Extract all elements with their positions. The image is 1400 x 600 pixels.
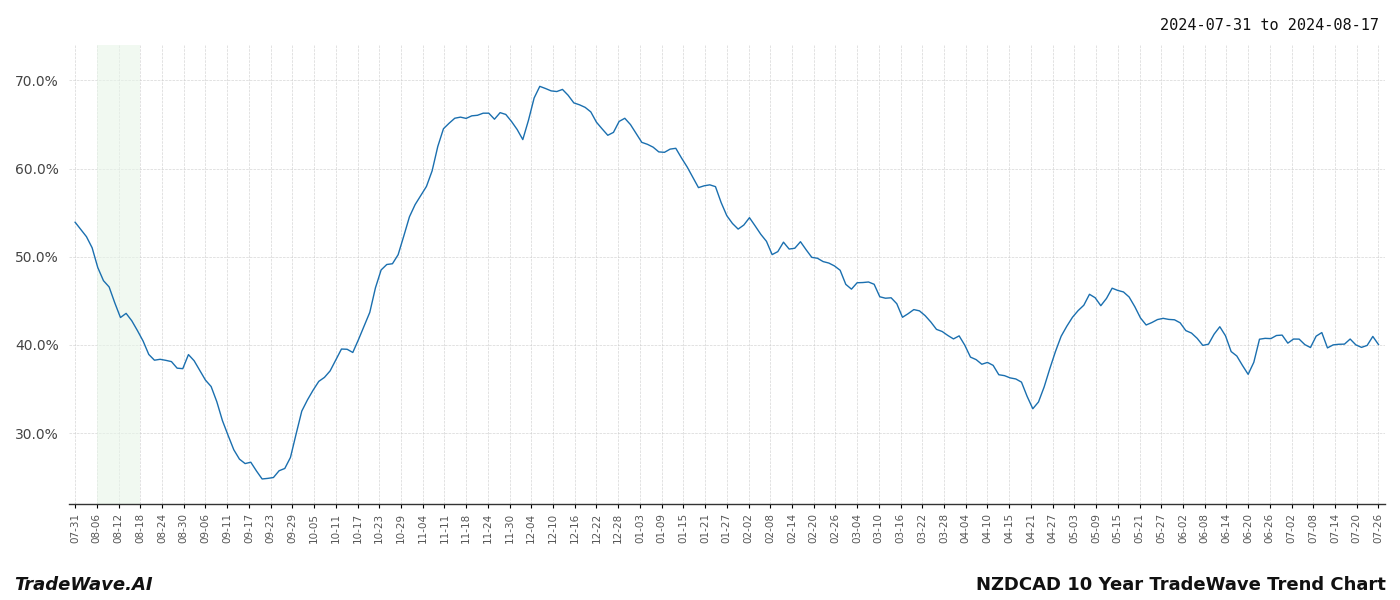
Text: TradeWave.AI: TradeWave.AI <box>14 576 153 594</box>
Text: NZDCAD 10 Year TradeWave Trend Chart: NZDCAD 10 Year TradeWave Trend Chart <box>976 576 1386 594</box>
Text: 2024-07-31 to 2024-08-17: 2024-07-31 to 2024-08-17 <box>1161 18 1379 33</box>
Bar <box>97 45 140 504</box>
